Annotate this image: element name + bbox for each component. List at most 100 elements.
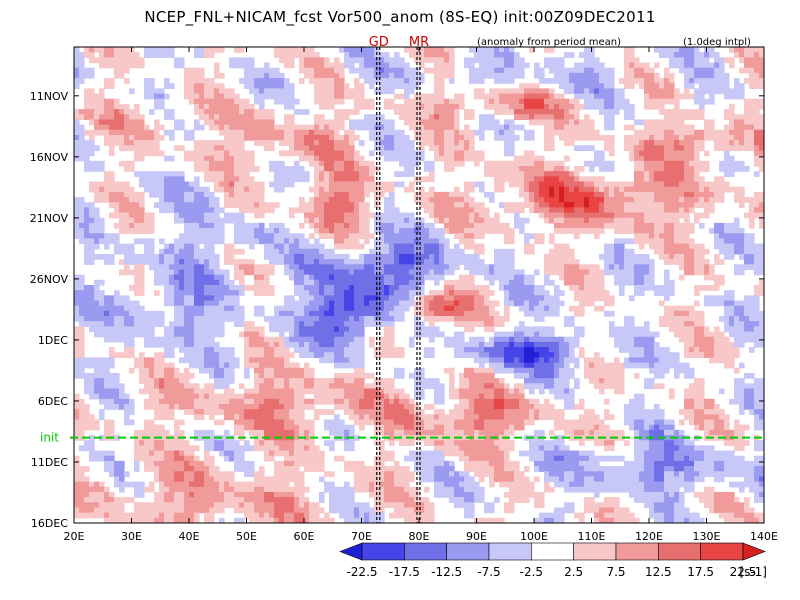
anomaly-cell [229,93,235,100]
anomaly-cell [604,197,610,203]
anomaly-cell [179,202,185,208]
anomaly-cell [339,274,345,281]
anomaly-cell [724,300,730,307]
anomaly-cell [239,140,245,146]
anomaly-cell [239,150,245,157]
anomaly-cell [659,134,665,141]
anomaly-cell [699,98,705,105]
anomaly-cell [524,217,530,224]
anomaly-cell [124,197,130,203]
anomaly-cell [199,228,205,234]
anomaly-cell [389,217,395,224]
anomaly-cell [449,145,455,152]
anomaly-cell [539,238,545,245]
anomaly-cell [324,72,330,79]
anomaly-cell [464,181,470,188]
anomaly-cell [279,310,285,317]
anomaly-cell [264,119,270,126]
anomaly-cell [554,300,560,307]
anomaly-cell [309,274,315,281]
anomaly-cell [484,62,490,69]
anomaly-cell [269,253,275,260]
anomaly-cell [469,238,475,245]
anomaly-cell [364,269,370,276]
anomaly-cell [704,98,710,105]
anomaly-cell [279,238,285,245]
anomaly-cell [484,228,490,234]
anomaly-cell [429,212,435,219]
anomaly-cell [429,114,435,121]
anomaly-cell [724,145,730,152]
anomaly-cell [84,72,90,79]
anomaly-cell [559,119,565,126]
anomaly-cell [579,295,585,302]
anomaly-cell [444,150,450,157]
anomaly-cell [74,140,80,146]
anomaly-cell [504,222,510,229]
anomaly-cell [449,310,455,317]
anomaly-cell [599,78,605,84]
anomaly-cell [759,103,764,110]
anomaly-cell [729,88,735,95]
anomaly-cell [584,197,590,203]
anomaly-cell [634,253,640,260]
anomaly-cell [404,114,410,121]
anomaly-cell [384,243,390,250]
anomaly-cell [354,134,360,141]
anomaly-cell [504,233,510,240]
anomaly-cell [514,207,520,214]
anomaly-cell [384,145,390,152]
anomaly-cell [564,155,570,162]
anomaly-cell [214,264,220,271]
anomaly-cell [359,191,365,198]
anomaly-cell [654,124,660,131]
anomaly-cell [329,134,335,141]
anomaly-cell [479,269,485,276]
anomaly-cell [214,186,220,193]
anomaly-cell [624,279,630,286]
anomaly-cell [474,222,480,229]
anomaly-cell [314,88,320,95]
anomaly-cell [469,222,475,229]
anomaly-cell [274,67,280,74]
anomaly-cell [84,207,90,214]
anomaly-cell [209,295,215,302]
anomaly-cell [454,150,460,157]
anomaly-cell [299,310,305,317]
anomaly-cell [269,181,275,188]
anomaly-cell [174,305,180,312]
anomaly-cell [214,103,220,110]
anomaly-cell [84,155,90,162]
anomaly-cell [379,259,385,265]
anomaly-cell [129,197,135,203]
anomaly-cell [589,285,595,291]
anomaly-cell [474,150,480,157]
anomaly-cell [659,228,665,234]
anomaly-cell [659,93,665,100]
anomaly-cell [759,259,764,265]
anomaly-cell [564,98,570,105]
anomaly-cell [334,72,340,79]
anomaly-cell [119,191,125,198]
anomaly-cell [489,103,495,110]
anomaly-cell [524,88,530,95]
anomaly-cell [129,305,135,312]
anomaly-cell [489,290,495,296]
anomaly-cell [414,217,420,224]
anomaly-cell [549,57,555,64]
anomaly-cell [679,305,685,312]
anomaly-cell [304,202,310,208]
anomaly-cell [544,134,550,141]
anomaly-cell [534,62,540,69]
anomaly-cell [174,269,180,276]
anomaly-cell [384,259,390,265]
anomaly-cell [499,176,505,183]
anomaly-cell [364,305,370,312]
anomaly-cell [149,150,155,157]
anomaly-cell [529,129,535,136]
anomaly-cell [339,109,345,115]
anomaly-cell [294,243,300,250]
anomaly-cell [129,248,135,255]
anomaly-cell [444,290,450,296]
anomaly-cell [349,243,355,250]
